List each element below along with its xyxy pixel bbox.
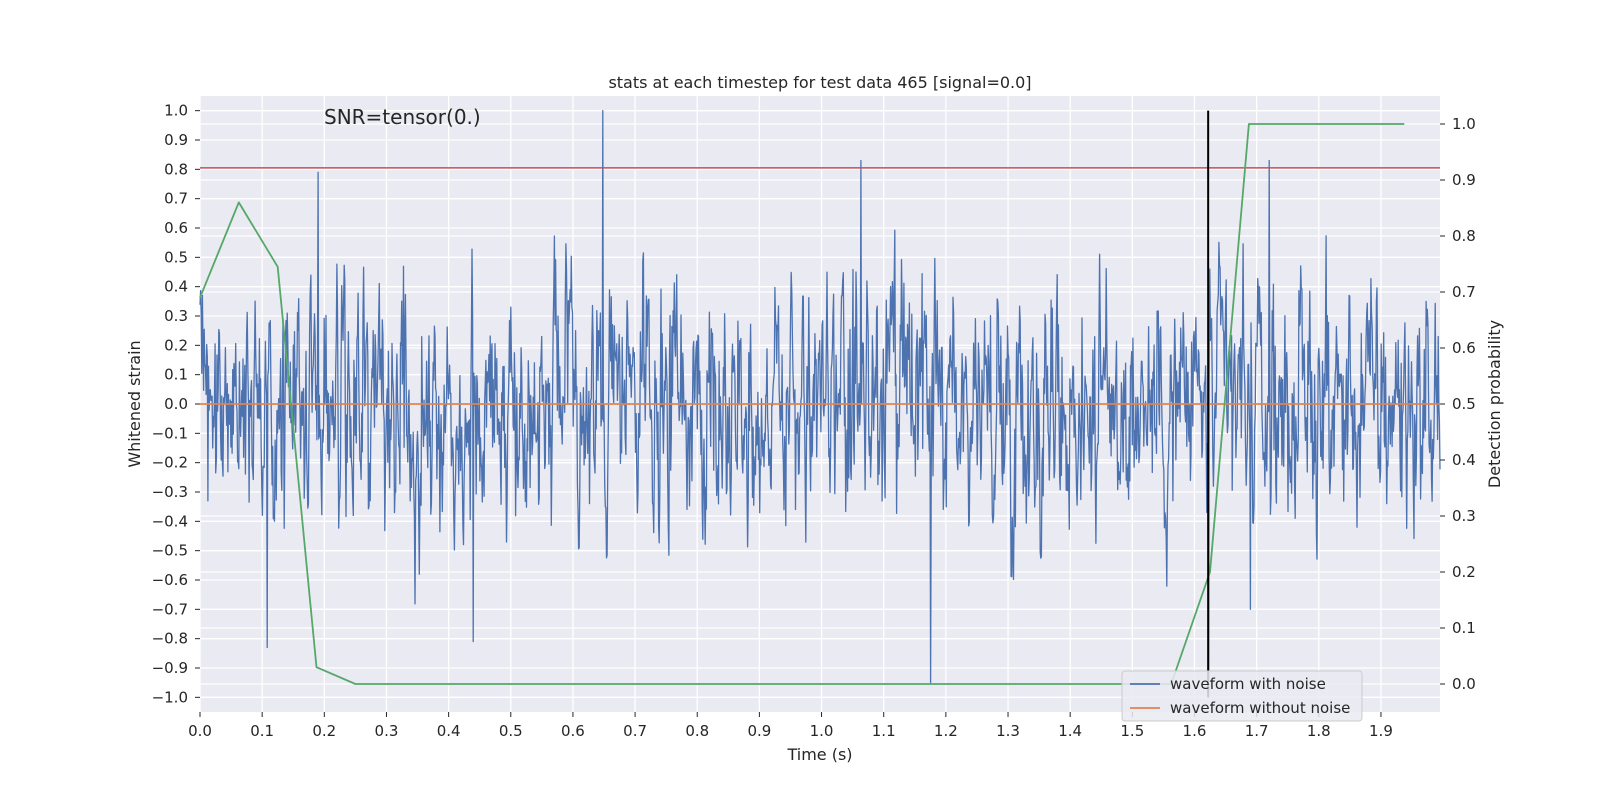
legend-label-without-noise: waveform without noise <box>1170 699 1350 717</box>
x-tick-label: 1.2 <box>934 722 958 740</box>
left-y-tick-label: −1.0 <box>152 688 188 706</box>
right-y-tick-label: 0.5 <box>1452 395 1476 413</box>
x-tick-label: 0.9 <box>747 722 771 740</box>
x-tick-label: 0.0 <box>188 722 212 740</box>
right-y-axis-label: Detection probability <box>1485 320 1504 488</box>
left-y-tick-label: −0.9 <box>152 659 188 677</box>
x-tick-label: 1.1 <box>872 722 896 740</box>
left-y-tick-label: 0.7 <box>164 190 188 208</box>
x-tick-label: 1.7 <box>1245 722 1269 740</box>
x-tick-label: 0.3 <box>375 722 399 740</box>
left-y-tick-label: −0.2 <box>152 454 188 472</box>
right-y-tick-label: 0.3 <box>1452 507 1476 525</box>
x-tick-label: 1.8 <box>1307 722 1331 740</box>
x-tick-label: 0.8 <box>685 722 709 740</box>
x-tick-label: 1.6 <box>1183 722 1207 740</box>
series-detection-probability <box>199 123 1405 685</box>
left-y-tick-label: −0.6 <box>152 571 188 589</box>
left-y-tick-label: 0.6 <box>164 219 188 237</box>
x-axis-ticks: 0.0 0.1 0.2 0.3 0.4 0.5 0.6 0.7 0.8 0.9 1.0 1.1 1.2 1… <box>188 712 1393 740</box>
x-tick-label: 1.9 <box>1369 722 1393 740</box>
x-tick-label: 1.3 <box>996 722 1020 740</box>
right-y-tick-label: 1.0 <box>1452 115 1476 133</box>
right-y-tick-label: 0.1 <box>1452 619 1476 637</box>
legend-label-with-noise: waveform with noise <box>1170 675 1326 693</box>
left-y-tick-label: 1.0 <box>164 102 188 120</box>
left-y-axis-ticks: 1.0 0.9 0.8 0.7 0.6 0.5 0.4 0.3 0.2 0.1 0.0 −0.1 −0.… <box>152 102 200 706</box>
right-y-tick-label: 0.9 <box>1452 171 1476 189</box>
x-tick-label: 0.6 <box>561 722 585 740</box>
x-tick-label: 0.2 <box>312 722 336 740</box>
left-y-tick-label: 0.2 <box>164 336 188 354</box>
x-axis-label: Time (s) <box>786 745 852 764</box>
left-y-axis-label: Whitened strain <box>125 340 144 467</box>
left-y-tick-label: 0.9 <box>164 131 188 149</box>
x-tick-label: 0.5 <box>499 722 523 740</box>
right-y-tick-label: 0.8 <box>1452 227 1476 245</box>
legend-box <box>1121 670 1363 722</box>
x-tick-label: 1.0 <box>810 722 834 740</box>
left-y-tick-label: −0.5 <box>152 542 188 560</box>
left-y-tick-label: 0.8 <box>164 160 188 178</box>
left-y-tick-label: −0.7 <box>152 600 188 618</box>
left-y-tick-label: 0.1 <box>164 366 188 384</box>
left-y-tick-label: −0.8 <box>152 630 188 648</box>
left-y-tick-label: −0.3 <box>152 483 188 501</box>
x-tick-label: 1.4 <box>1058 722 1082 740</box>
left-y-tick-label: 0.3 <box>164 307 188 325</box>
right-y-tick-label: 0.4 <box>1452 451 1476 469</box>
right-y-tick-label: 0.2 <box>1452 563 1476 581</box>
series-layer <box>199 110 1441 698</box>
snr-annotation: SNR=tensor(0.) <box>324 105 481 129</box>
x-tick-label: 0.1 <box>250 722 274 740</box>
right-y-axis-ticks: 1.0 0.9 0.8 0.7 0.6 0.5 0.4 0.3 0.2 0.1 0.0 <box>1440 115 1476 693</box>
left-y-tick-label: 0.0 <box>164 395 188 413</box>
x-tick-label: 0.4 <box>437 722 461 740</box>
left-y-tick-label: 0.5 <box>164 248 188 266</box>
right-y-tick-label: 0.0 <box>1452 675 1476 693</box>
x-tick-label: 1.5 <box>1120 722 1144 740</box>
right-y-tick-label: 0.6 <box>1452 339 1476 357</box>
right-y-tick-label: 0.7 <box>1452 283 1476 301</box>
legend: waveform with noise waveform without noi… <box>1121 670 1363 722</box>
chart-title: stats at each timestep for test data 465… <box>608 73 1031 92</box>
x-tick-label: 0.7 <box>623 722 647 740</box>
series-waveform-with-noise <box>199 110 1441 693</box>
left-y-tick-label: −0.4 <box>152 512 188 530</box>
left-y-tick-label: −0.1 <box>152 424 188 442</box>
left-y-tick-label: 0.4 <box>164 278 188 296</box>
